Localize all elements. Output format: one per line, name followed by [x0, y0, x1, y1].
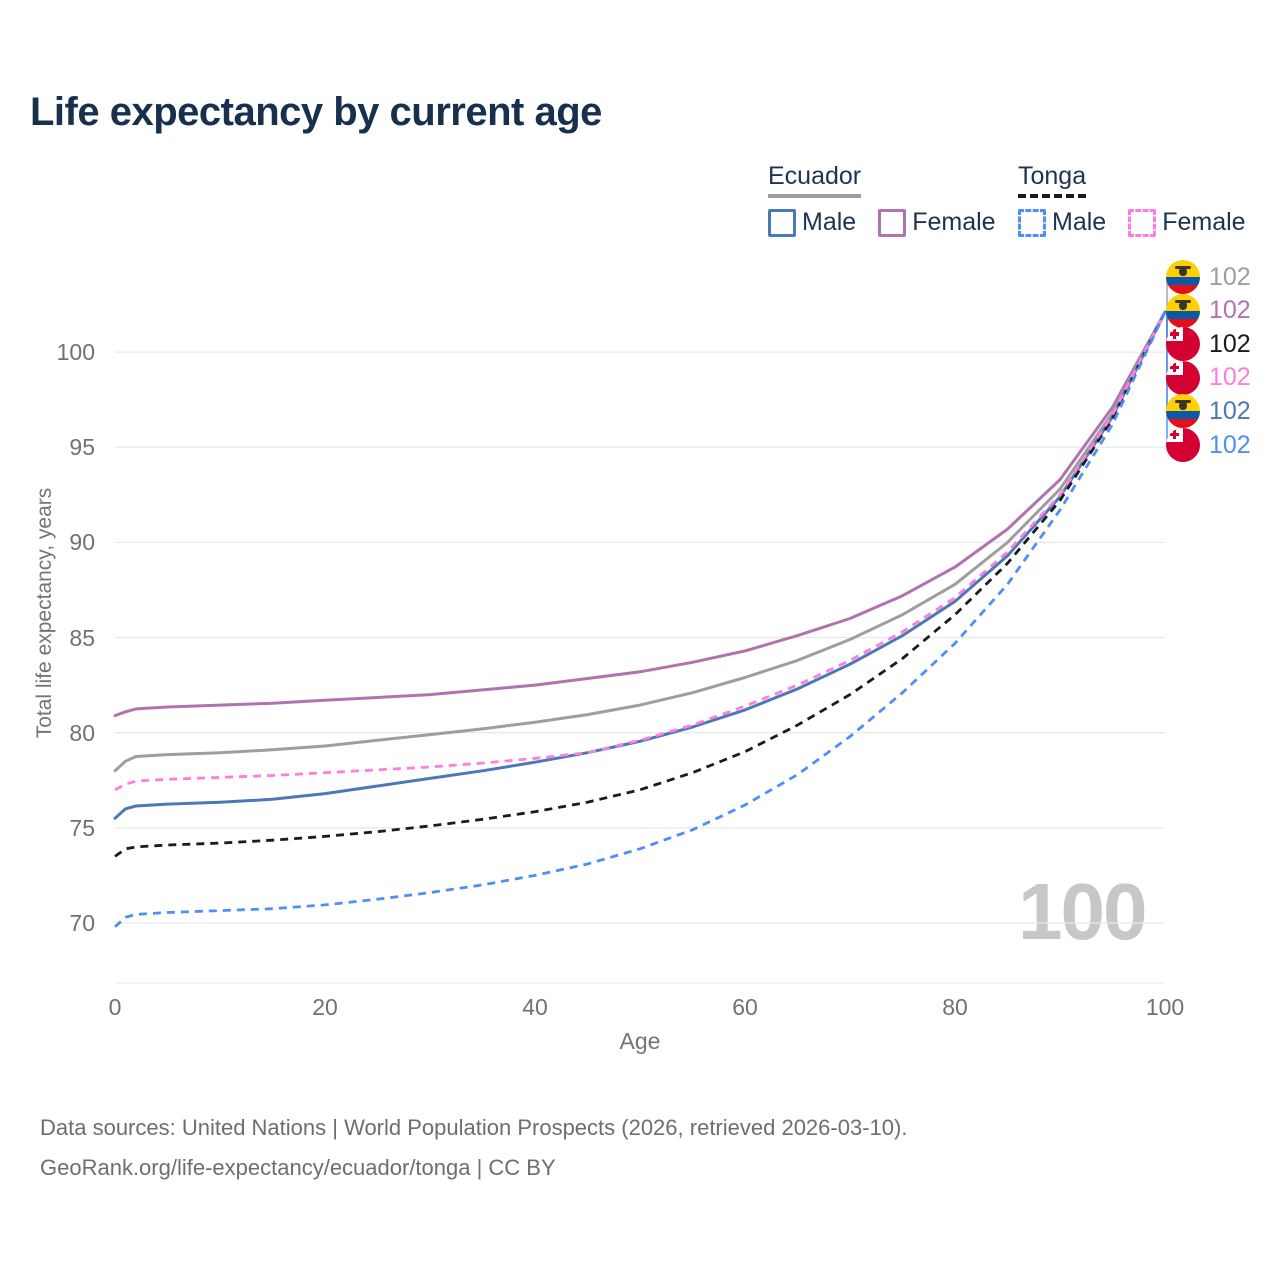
- end-label-value: 102: [1209, 430, 1251, 459]
- legend-item-label: Female: [912, 208, 996, 236]
- legend-group-tonga: Tonga Male Female: [1018, 162, 1246, 237]
- footer: Data sources: United Nations | World Pop…: [40, 1108, 907, 1188]
- end-label-value: 102: [1209, 329, 1251, 358]
- end-label-tonga-female: 102: [1166, 360, 1251, 395]
- x-tick-100: 100: [1145, 994, 1185, 1020]
- series-line-tonga-female[interactable]: [114, 311, 1167, 792]
- legend-item-ecuador-male[interactable]: Male: [768, 208, 856, 237]
- age-watermark: 100: [1018, 867, 1147, 956]
- end-label-ecuador-both-sexes: 102: [1166, 260, 1251, 294]
- legend-item-tonga-female[interactable]: Female: [1128, 208, 1246, 237]
- end-label-value: 102: [1209, 296, 1251, 325]
- end-label-value: 102: [1209, 363, 1251, 392]
- page-title: Life expectancy by current age: [30, 90, 602, 134]
- end-label-value: 102: [1209, 262, 1251, 291]
- legend-group-ecuador: Ecuador Male Female: [768, 162, 996, 237]
- x-tick-20: 20: [312, 994, 338, 1020]
- end-label-value: 102: [1209, 396, 1251, 425]
- legend-item-label: Female: [1162, 208, 1246, 236]
- ecuador-flag-icon: [1166, 293, 1200, 328]
- legend-swatch-icon: [1128, 208, 1157, 237]
- y-tick-80: 80: [69, 719, 95, 746]
- series-line-ecuador-both[interactable]: [113, 310, 1167, 773]
- legend-swatch-icon: [768, 208, 796, 237]
- end-label-tonga-both-sexes: 102: [1166, 327, 1251, 362]
- y-tick-75: 75: [69, 814, 95, 841]
- tonga-flag-icon: [1166, 327, 1200, 362]
- legend-swatch-icon: [1018, 208, 1046, 237]
- tonga-flag-icon: [1166, 360, 1200, 395]
- legend-item-label: Male: [1052, 208, 1107, 236]
- y-tick-100: 100: [56, 339, 95, 366]
- x-tick-80: 80: [942, 994, 968, 1020]
- series-line-tonga-male[interactable]: [114, 311, 1167, 928]
- x-tick-0: 0: [108, 994, 122, 1020]
- legend-item-ecuador-female[interactable]: Female: [878, 208, 996, 237]
- series-line-tonga-both[interactable]: [114, 311, 1167, 858]
- end-label-ecuador-female: 102: [1166, 293, 1251, 328]
- footer-attribution: GeoRank.org/life-expectancy/ecuador/tong…: [40, 1155, 556, 1181]
- y-tick-90: 90: [69, 529, 95, 556]
- series-line-ecuador-female[interactable]: [113, 310, 1167, 718]
- legend-item-tonga-male[interactable]: Male: [1018, 208, 1106, 237]
- legend-item-label: Male: [802, 208, 857, 236]
- tonga-flag-icon: [1166, 428, 1200, 462]
- x-tick-40: 40: [522, 994, 548, 1020]
- legend-country-tonga: Tonga: [1018, 162, 1087, 198]
- legend-country-ecuador: Ecuador: [768, 162, 862, 198]
- end-label-tonga-male: 102: [1166, 428, 1251, 462]
- x-tick-60: 60: [732, 994, 758, 1020]
- ecuador-flag-icon: [1166, 394, 1200, 429]
- series-line-ecuador-male[interactable]: [113, 310, 1167, 820]
- y-tick-95: 95: [69, 434, 95, 461]
- y-tick-85: 85: [69, 624, 95, 651]
- x-axis-title: Age: [619, 1028, 661, 1054]
- footer-data-sources: Data sources: United Nations | World Pop…: [40, 1115, 908, 1140]
- legend-swatch-icon: [878, 208, 907, 237]
- y-tick-70: 70: [69, 910, 95, 936]
- ecuador-flag-icon: [1166, 260, 1200, 294]
- end-label-ecuador-male: 102: [1166, 394, 1251, 429]
